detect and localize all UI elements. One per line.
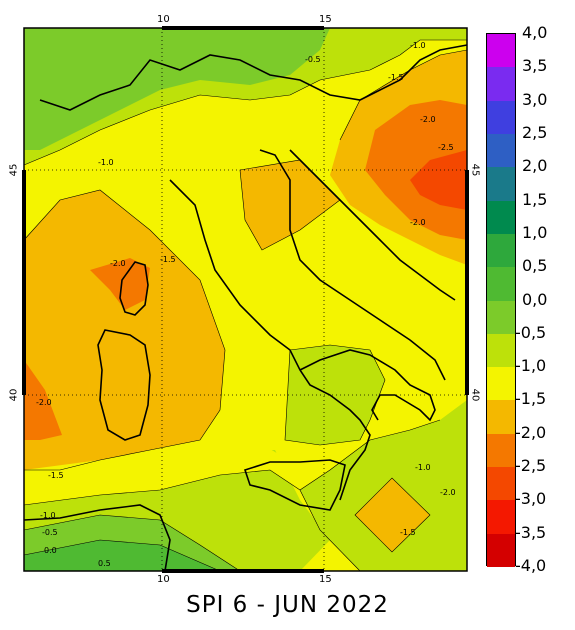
legend-label: 1,5 [522, 189, 548, 209]
legend-swatch [487, 533, 515, 567]
contour-label: -2.0 [36, 398, 52, 407]
sicily-coastline [243, 459, 346, 511]
gridlines [24, 28, 467, 571]
coastlines [23, 44, 468, 572]
legend-swatch [487, 267, 515, 301]
contour-label: -1.5 [400, 528, 416, 537]
red-region-balkans [410, 150, 467, 210]
legend-label: 2,0 [522, 156, 548, 176]
legend-swatch [487, 34, 515, 68]
legend-label: -1,5 [515, 389, 547, 409]
legend-label: 3,5 [522, 56, 548, 76]
lat-tick-left-40: 40 [8, 388, 20, 402]
legend-label: -0,5 [515, 322, 547, 342]
legend-swatch [487, 400, 515, 434]
legend-swatch [487, 333, 515, 368]
africa-coastline [23, 504, 171, 572]
legend-label: 3,0 [522, 89, 548, 109]
contour-label: -1.0 [415, 463, 431, 472]
contour-label: -2.0 [110, 259, 126, 268]
legend-label: -2,0 [515, 422, 547, 442]
alpine-border [39, 44, 468, 111]
legend-label: 0,0 [522, 289, 548, 309]
contour-label: -1.5 [388, 73, 404, 82]
legend-swatch [487, 67, 515, 101]
lon-tick-bottom-10: 10 [157, 574, 170, 585]
corsica-coastline [119, 261, 149, 316]
legend-swatch [487, 133, 515, 168]
legend-swatch [487, 367, 515, 401]
legend-swatch [487, 233, 515, 268]
contour-label: -0.5 [42, 528, 58, 537]
contour-label: -2.5 [438, 143, 454, 152]
contour-label: 0.0 [44, 546, 57, 555]
orange-region-west [24, 190, 225, 470]
dark-orange-west-edge [24, 360, 62, 440]
legend-swatch [487, 167, 515, 201]
lat-tick-right-45: 45 [469, 163, 481, 177]
contour-label: -1.0 [98, 158, 114, 167]
contour-label: 0.5 [98, 559, 111, 568]
lat-tick-right-40: 40 [469, 388, 481, 402]
contour-label: -1.0 [410, 41, 426, 50]
legend-label: -4,0 [515, 556, 547, 575]
legend-swatch [487, 100, 515, 134]
legend-label: 2,5 [522, 122, 548, 142]
contour-label: -1.5 [160, 255, 176, 264]
legend-swatch [487, 433, 515, 468]
legend-label: 0,5 [522, 256, 548, 276]
legend-swatch [487, 467, 515, 501]
contour-label: -1.5 [48, 471, 64, 480]
lat-tick-left-45: 45 [8, 163, 20, 177]
dark-orange-corsica [90, 258, 150, 310]
legend-label: 1,0 [522, 222, 548, 242]
sardinia-coastline [97, 329, 151, 441]
contour-label: -2.0 [440, 488, 456, 497]
contour-lines [23, 39, 468, 572]
map-title: SPI 6 - JUN 2022 [186, 592, 389, 618]
legend-swatch [487, 500, 515, 534]
legend-label: -3,0 [515, 489, 547, 509]
lon-tick-top-10: 10 [157, 14, 170, 25]
lon-tick-bottom-15: 15 [319, 574, 332, 585]
contour-label: -0.5 [305, 55, 321, 64]
legend-swatch [487, 200, 515, 234]
contour-label: -2.0 [420, 115, 436, 124]
contour-label: -2.0 [410, 218, 426, 227]
green-region-south-3 [24, 540, 220, 571]
lon-tick-top-15: 15 [319, 14, 332, 25]
green-region-alps [24, 28, 330, 150]
green-region-ionian [300, 400, 467, 571]
legend-label: -3,5 [515, 522, 547, 542]
italy-coastline [169, 149, 446, 501]
legend-swatch [487, 300, 515, 334]
contour-label: -1.0 [40, 511, 56, 520]
frame-ticks [22, 26, 469, 573]
legend-label: -1,0 [515, 356, 547, 376]
contour-label-group: -0.5 -1.0 -1.5 -2.0 -1.0 -2.0 -1.5 -2.0 … [36, 41, 456, 568]
color-legend [486, 33, 516, 567]
legend-label: 4,0 [522, 23, 548, 42]
legend-label: -2,5 [515, 456, 547, 476]
